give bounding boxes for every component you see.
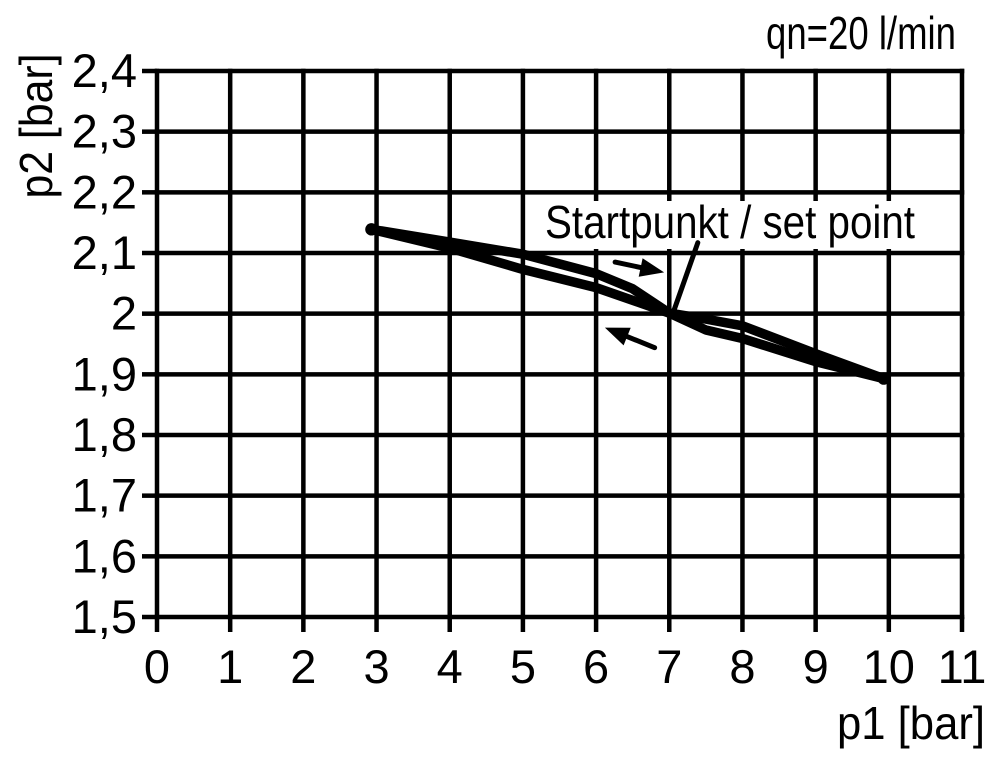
set-point-label: Startpunkt / set point [545, 196, 915, 248]
curve-start-dot [365, 223, 378, 236]
y-tick-label: 1,6 [72, 529, 137, 582]
x-tick-labels: 0 1 2 3 4 5 6 7 8 9 10 11 [144, 640, 986, 693]
y-tick-label: 2 [111, 287, 137, 340]
series-curve-branch-lower [366, 224, 889, 384]
chart-annotations [604, 240, 701, 351]
series-curves [365, 223, 890, 385]
x-tick-label: 10 [863, 640, 915, 693]
y-tick-label: 2,1 [72, 226, 137, 279]
y-tick-labels: 2,4 2,3 2,2 2,1 2 1,9 1,8 1,7 1,6 1,5 [72, 44, 137, 643]
set-point-leader-line [671, 240, 701, 314]
y-tick-label: 1,7 [72, 469, 137, 522]
direction-arrow-shaft-return [622, 333, 658, 351]
y-tick-label: 2,3 [72, 105, 137, 158]
x-tick-label: 7 [656, 640, 682, 693]
y-tick-label: 1,9 [72, 347, 137, 400]
curve-end-dot [877, 372, 890, 385]
x-tick-label: 2 [290, 640, 316, 693]
x-tick-label: 9 [803, 640, 829, 693]
x-tick-label: 6 [583, 640, 609, 693]
y-axis-label: p2 [bar] [10, 54, 62, 199]
grid [154, 68, 965, 620]
y-tick-label: 1,8 [72, 408, 137, 461]
y-tick-label: 2,4 [72, 44, 137, 97]
x-tick-label: 3 [363, 640, 389, 693]
x-tick-label: 0 [144, 640, 170, 693]
flow-rate-annotation: qn=20 l/min [766, 7, 956, 59]
x-tick-label: 5 [510, 640, 536, 693]
direction-arrow-shaft-forward [612, 259, 646, 271]
x-axis-label: p1 [bar] [837, 697, 985, 749]
direction-arrow-head-return [604, 327, 631, 346]
axis-ticks [142, 68, 965, 632]
x-tick-label: 4 [437, 640, 463, 693]
x-tick-label: 1 [217, 640, 243, 693]
direction-arrow-head-forward [638, 258, 665, 277]
x-tick-label: 11 [938, 640, 987, 693]
set-point-label-background [538, 201, 920, 249]
series-curve-branch-upper [366, 224, 889, 384]
y-tick-label: 2,2 [72, 165, 137, 218]
x-tick-label: 8 [729, 640, 755, 693]
y-tick-label: 1,5 [72, 590, 137, 643]
